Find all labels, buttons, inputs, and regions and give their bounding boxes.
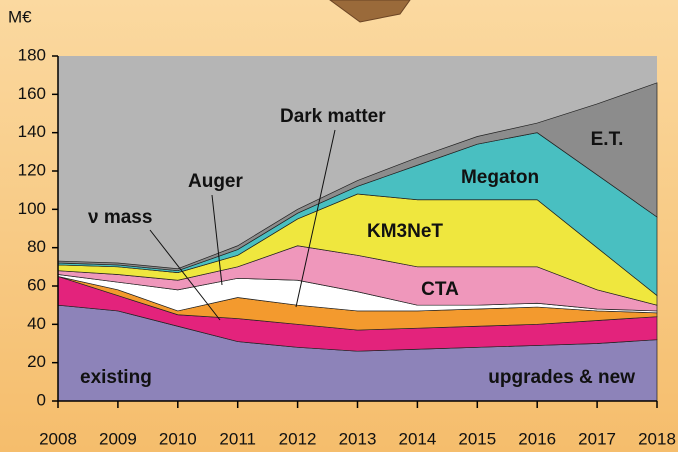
leader-line [295,129,336,308]
x-tick-label: 2017 [578,429,616,448]
y-tick-label: 20 [27,352,46,371]
x-tick-label: 2014 [398,429,436,448]
y-tick-label: 80 [27,237,46,256]
series-label: E.T. [591,129,624,150]
decoration [329,0,411,23]
x-tick-label: 2010 [159,429,197,448]
x-tick-label: 2008 [39,429,77,448]
y-tick-label: 140 [18,122,46,141]
series-label: CTA [421,279,459,300]
y-tick-label: 100 [18,199,46,218]
y-tick-label: 40 [27,314,46,333]
x-tick-label: 2012 [279,429,317,448]
series-label: Dark matter [280,106,386,127]
y-tick-label: 120 [18,160,46,179]
unit-label: M€ [8,7,32,26]
series-label: existing [80,367,152,388]
x-tick-label: 2013 [339,429,377,448]
series-label: Megaton [461,167,539,188]
series-label: ν mass [88,207,152,228]
area [57,82,658,272]
y-tick-label: 160 [18,84,46,103]
x-tick-label: 2011 [219,429,256,448]
x-tick-label: 2015 [458,429,496,448]
y-tick-label: 180 [18,45,46,64]
x-tick-label: 2016 [518,429,556,448]
annotation: upgrades & new [488,367,635,388]
y-tick-label: 0 [37,390,46,409]
series-label: KM3NeT [367,221,443,242]
leader-line [149,229,221,321]
x-tick-label: 2018 [638,429,676,448]
series-label: Auger [188,171,244,192]
leader-line [211,194,223,286]
y-tick-label: 60 [27,275,46,294]
x-tick-label: 2009 [99,429,137,448]
